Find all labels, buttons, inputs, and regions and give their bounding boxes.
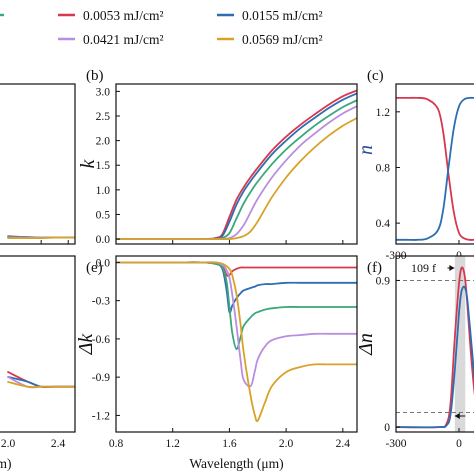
series-group [396, 266, 474, 429]
legend: 0.0053 mJ/cm² 0.0155 mJ/cm² 0.0421 mJ/cm² 0… [0, 8, 323, 47]
chart-panel [0, 255, 76, 433]
shaded-region [454, 256, 466, 432]
y-tick-label: 0.8 [376, 162, 391, 174]
y-tick-label: 0 [384, 422, 390, 434]
series-line [116, 261, 357, 388]
y-tick-label: 0.0 [96, 257, 111, 269]
x-tick-label: 2.0 [1, 438, 16, 450]
plot-frame [115, 83, 358, 245]
y-tick-label: 2.0 [96, 136, 111, 148]
panels: 0.0 0.5 1.0 1.5 2.0 2.5 3.0 (b) k 0.8 1.2 1.6 2.0 2.4… [0, 68, 474, 471]
y-tick-label: 3.0 [96, 86, 111, 98]
arrow-head [454, 413, 460, 419]
y-tick-label: -1.2 [92, 410, 110, 422]
series-group [7, 235, 75, 240]
y-axis-title: Δn [355, 333, 377, 356]
legend-label: 0.0155 mJ/cm² [242, 8, 323, 23]
series-line [116, 261, 357, 314]
chart-panel: -300 0 0.9 0 (f) Δn 109 f [355, 255, 474, 450]
y-axis-title: k [77, 158, 99, 168]
y-tick-label: 1.5 [96, 160, 111, 172]
series-line [396, 285, 474, 429]
x-tick-label: -300 [385, 438, 406, 450]
series-line [116, 99, 357, 241]
legend-label: 0.0421 mJ/cm² [83, 32, 164, 47]
plot-frame [0, 83, 76, 245]
plot-frame [395, 255, 474, 433]
legend-label: 0.0053 mJ/cm² [83, 8, 164, 23]
x-tick-label: 2.4 [336, 438, 351, 450]
legend-label: 0.0569 mJ/cm² [242, 32, 323, 47]
x-tick-label: 0 [456, 438, 462, 450]
panel-letter: (f) [367, 260, 382, 276]
series-line [396, 96, 474, 241]
arrow-head [449, 265, 455, 271]
series-group [396, 96, 474, 241]
x-tick-label: 2.4 [51, 438, 66, 450]
series-line [116, 261, 357, 423]
panel-letter: (e) [86, 260, 103, 276]
y-tick-label: 1.2 [376, 107, 391, 119]
plot-frame [0, 255, 76, 433]
series-group [6, 370, 75, 389]
x-axis-title: Wavelength (μm) [189, 456, 283, 471]
x-tick-label: 2.0 [279, 438, 294, 450]
y-tick-label: 0.0 [96, 234, 111, 246]
chart-panel: 0.8 1.2 1.6 2.0 2.4 0.0 -0.3 -0.6 -0.9 -1.2 (e) Δk W… [75, 255, 358, 471]
y-tick-label: 0.9 [376, 275, 391, 287]
y-tick-label: 2.5 [96, 111, 111, 123]
chart-panel: -30001.20.80.4(c)n [355, 68, 474, 262]
plot-frame [395, 83, 474, 245]
y-axis-title: n [355, 145, 377, 155]
series-line [116, 117, 357, 241]
x-tick-label: 1.6 [222, 438, 237, 450]
series-line [396, 266, 474, 429]
series-group [116, 261, 357, 423]
x-tick-label: 0.8 [109, 438, 124, 450]
panel-letter: (b) [86, 68, 104, 84]
y-tick-label: 0.4 [376, 218, 391, 230]
series-group [116, 89, 357, 241]
x-tick-label: 1.2 [166, 438, 181, 450]
series-line [7, 236, 75, 240]
panel-letter: (c) [367, 68, 384, 84]
series-line [396, 96, 474, 241]
series-line [7, 380, 75, 388]
y-tick-label: -0.9 [92, 372, 110, 384]
y-axis-title: Δk [75, 333, 97, 356]
duration-annotation: 109 f [411, 261, 436, 275]
series-line [116, 261, 357, 351]
plot-frame [115, 255, 358, 433]
y-tick-label: -0.6 [92, 334, 110, 346]
chart-panel: 0.0 0.5 1.0 1.5 2.0 2.5 3.0 (b) k [77, 68, 358, 246]
series-line [116, 261, 357, 277]
y-tick-label: 1.0 [96, 185, 111, 197]
y-tick-label: -0.3 [92, 296, 110, 308]
y-tick-label: 0.5 [96, 209, 111, 221]
chart-panel: m) [0, 83, 76, 471]
x-axis-title: m) [0, 456, 12, 471]
